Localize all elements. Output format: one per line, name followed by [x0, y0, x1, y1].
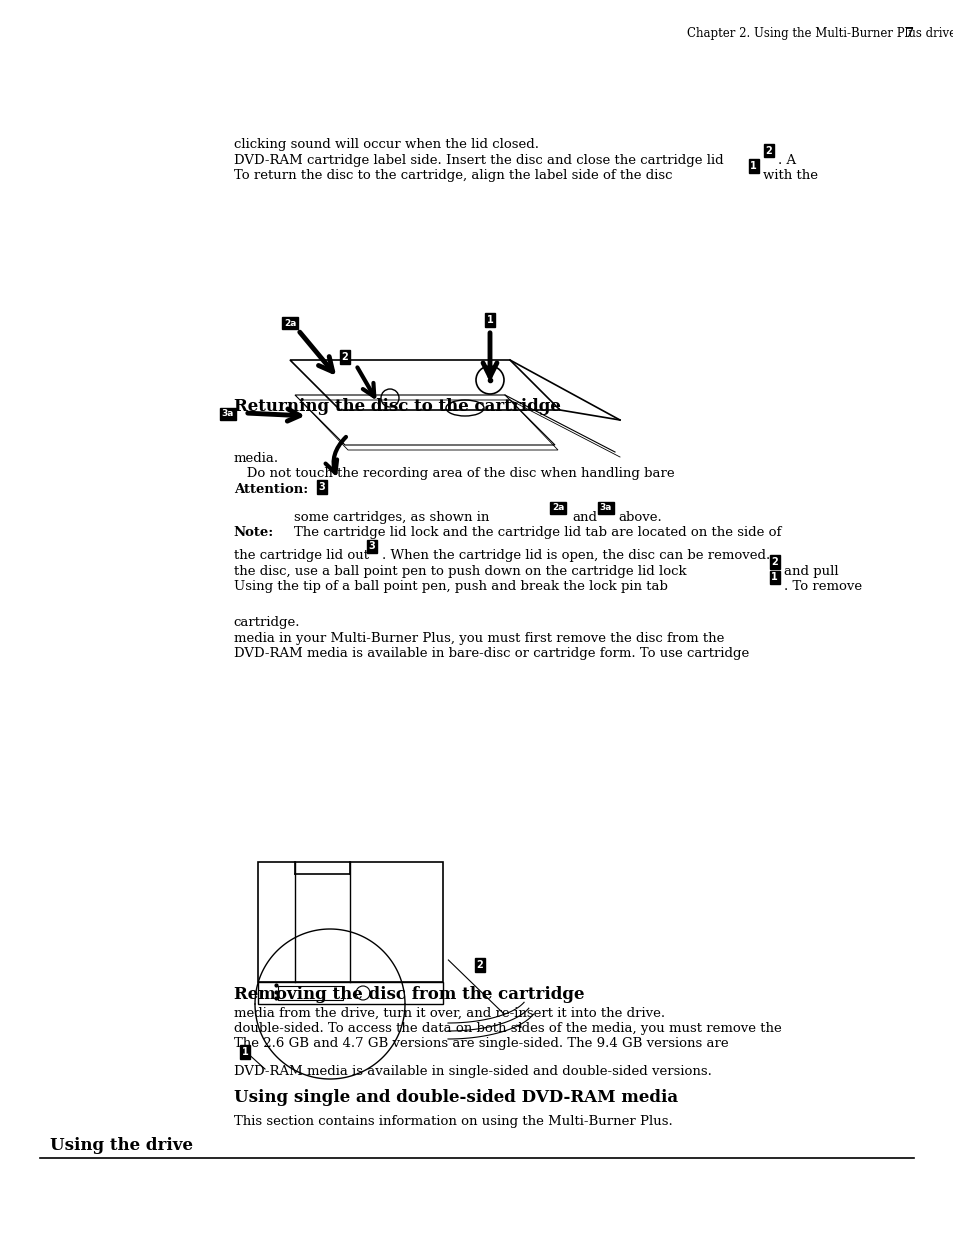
- Text: 2: 2: [341, 352, 348, 362]
- Text: 2: 2: [764, 146, 772, 156]
- Text: DVD-RAM media is available in bare-disc or cartridge form. To use cartridge: DVD-RAM media is available in bare-disc …: [233, 647, 748, 661]
- Text: Chapter 2. Using the Multi-Burner Plus drive: Chapter 2. Using the Multi-Burner Plus d…: [686, 27, 953, 41]
- Text: . A: . A: [777, 153, 795, 167]
- Bar: [277, 986, 343, 1000]
- Text: . To remove: . To remove: [783, 580, 862, 594]
- Text: The 2.6 GB and 4.7 GB versions are single-sided. The 9.4 GB versions are: The 2.6 GB and 4.7 GB versions are singl…: [233, 1037, 727, 1051]
- Text: media in your Multi-Burner Plus, you must first remove the disc from the: media in your Multi-Burner Plus, you mus…: [233, 631, 723, 645]
- Text: double-sided. To access the data on both sides of the media, you must remove the: double-sided. To access the data on both…: [233, 1021, 781, 1035]
- Text: media from the drive, turn it over, and re-insert it into the drive.: media from the drive, turn it over, and …: [233, 1007, 664, 1019]
- Text: media.: media.: [233, 452, 278, 464]
- Text: Returning the disc to the cartridge: Returning the disc to the cartridge: [233, 398, 560, 415]
- Text: This section contains information on using the Multi-Burner Plus.: This section contains information on usi…: [233, 1115, 672, 1129]
- Text: 2a: 2a: [283, 319, 295, 327]
- Text: DVD-RAM media is available in single-sided and double-sided versions.: DVD-RAM media is available in single-sid…: [233, 1065, 711, 1078]
- Text: . When the cartridge lid is open, the disc can be removed.: . When the cartridge lid is open, the di…: [381, 550, 769, 562]
- Text: the cartridge lid out: the cartridge lid out: [233, 550, 369, 562]
- Text: 1: 1: [486, 315, 493, 325]
- Text: 2a: 2a: [552, 503, 563, 513]
- Text: 1: 1: [241, 1047, 248, 1057]
- Text: 2: 2: [770, 557, 778, 567]
- Text: Using the tip of a ball point pen, push and break the lock pin tab: Using the tip of a ball point pen, push …: [233, 580, 667, 594]
- Text: 7: 7: [903, 27, 913, 41]
- Text: Do not touch the recording area of the disc when handling bare: Do not touch the recording area of the d…: [233, 467, 674, 480]
- Text: 3: 3: [368, 541, 375, 552]
- Text: 1: 1: [749, 162, 757, 172]
- Text: DVD-RAM cartridge label side. Insert the disc and close the cartridge lid: DVD-RAM cartridge label side. Insert the…: [233, 153, 722, 167]
- Text: cartridge.: cartridge.: [233, 616, 300, 629]
- Text: Note:: Note:: [233, 526, 274, 540]
- Text: with the: with the: [762, 169, 818, 183]
- Text: 3: 3: [318, 482, 325, 492]
- Text: clicking sound will occur when the lid closed.: clicking sound will occur when the lid c…: [233, 138, 538, 151]
- Text: above.: above.: [618, 511, 661, 524]
- Text: The cartridge lid lock and the cartridge lid tab are located on the side of: The cartridge lid lock and the cartridge…: [294, 526, 781, 540]
- Text: Attention:: Attention:: [233, 483, 308, 495]
- Text: some cartridges, as shown in: some cartridges, as shown in: [294, 511, 489, 524]
- Text: and: and: [572, 511, 597, 524]
- Text: 1: 1: [770, 573, 778, 583]
- Text: Removing the disc from the cartridge: Removing the disc from the cartridge: [233, 986, 583, 1003]
- Text: the disc, use a ball point pen to push down on the cartridge lid lock: the disc, use a ball point pen to push d…: [233, 564, 685, 578]
- Text: 3a: 3a: [222, 410, 233, 419]
- Text: 2: 2: [476, 960, 483, 969]
- Text: Using the drive: Using the drive: [50, 1137, 193, 1155]
- Text: and pull: and pull: [783, 564, 838, 578]
- Text: To return the disc to the cartridge, align the label side of the disc: To return the disc to the cartridge, ali…: [233, 169, 672, 183]
- Bar: [257, 982, 442, 1004]
- Bar: [257, 862, 442, 982]
- Text: Using single and double-sided DVD-RAM media: Using single and double-sided DVD-RAM me…: [233, 1089, 678, 1107]
- Text: 3a: 3a: [599, 503, 611, 513]
